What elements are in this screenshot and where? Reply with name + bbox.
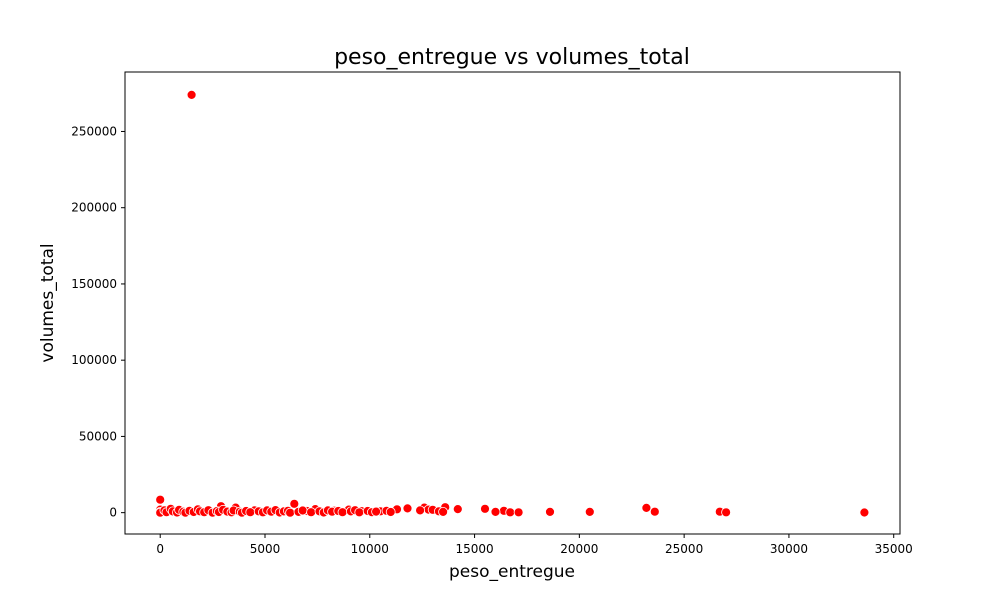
y-tick-label: 0 xyxy=(109,506,117,520)
data-point xyxy=(306,507,317,518)
x-tick-label: 15000 xyxy=(455,542,493,556)
data-point xyxy=(452,504,463,515)
data-point xyxy=(285,507,296,518)
y-tick-label: 50000 xyxy=(79,429,117,443)
data-point xyxy=(438,506,449,517)
data-point xyxy=(297,505,308,516)
data-points xyxy=(155,90,870,518)
data-point xyxy=(505,507,516,518)
data-point xyxy=(371,506,382,517)
data-point xyxy=(245,507,256,518)
data-point xyxy=(641,502,652,513)
data-point xyxy=(721,507,731,518)
data-point xyxy=(513,507,524,518)
data-point xyxy=(584,506,595,517)
y-axis-ticks: 0 50000 100000 150000 200000 250000 xyxy=(71,124,125,520)
x-tick-label: 30000 xyxy=(770,542,808,556)
x-axis-label: peso_entregue xyxy=(449,562,575,582)
chart-title: peso_entregue vs volumes_total xyxy=(334,45,690,70)
plot-frame xyxy=(124,71,901,535)
y-tick-label: 100000 xyxy=(71,353,117,367)
data-point xyxy=(385,507,396,517)
data-point xyxy=(490,506,501,517)
y-tick-label: 200000 xyxy=(71,201,117,215)
data-point xyxy=(402,503,413,514)
x-axis-ticks: 0 5000 10000 15000 20000 25000 30000 35000 xyxy=(156,534,913,556)
data-point xyxy=(480,503,490,514)
data-point xyxy=(155,494,166,505)
data-point xyxy=(289,498,300,509)
data-point xyxy=(649,506,660,517)
data-point xyxy=(545,506,555,517)
x-tick-label: 35000 xyxy=(875,542,913,556)
x-tick-label: 5000 xyxy=(250,542,281,556)
data-point xyxy=(859,507,870,518)
data-point xyxy=(354,507,365,518)
y-axis-label: volumes_total xyxy=(38,243,58,362)
y-tick-label: 150000 xyxy=(71,277,117,291)
x-tick-label: 0 xyxy=(156,542,164,556)
x-tick-label: 10000 xyxy=(351,542,389,556)
x-tick-label: 25000 xyxy=(665,542,703,556)
data-point xyxy=(337,507,348,518)
y-tick-label: 250000 xyxy=(71,124,117,138)
data-point xyxy=(415,505,426,516)
x-tick-label: 20000 xyxy=(560,542,598,556)
data-point xyxy=(186,90,197,100)
